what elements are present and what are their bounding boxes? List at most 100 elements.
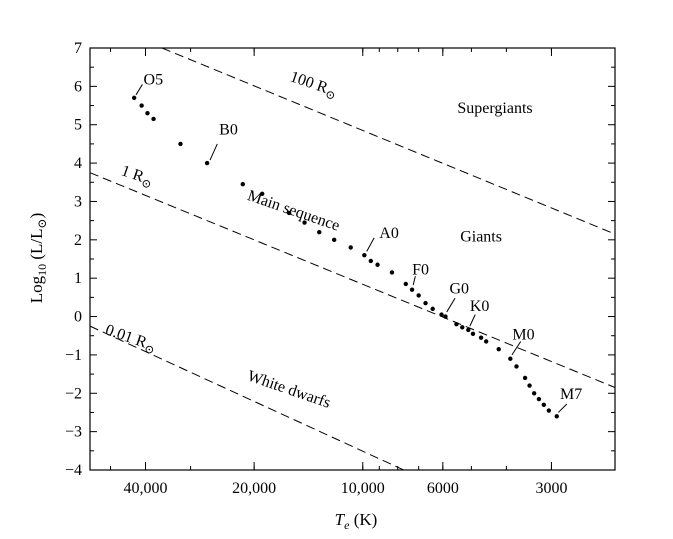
x-axis-title-unit: (K)	[349, 510, 377, 529]
radius-line-label: 1 R⊙	[118, 162, 155, 192]
annotation-leader	[511, 341, 522, 356]
y-axis-title-subscript: 10	[35, 264, 49, 276]
x-tick-label: 40,000	[124, 480, 168, 497]
star-point	[368, 258, 374, 264]
y-axis-title: Log10 (L/L⊙)	[27, 213, 49, 304]
star-point	[317, 229, 322, 235]
spectral-class-label: A0	[379, 225, 399, 242]
sequence-label: White dwarfs	[245, 368, 332, 412]
annotation-leader	[209, 143, 218, 161]
spectral-class-label: M7	[560, 386, 582, 403]
region-label: Supergiants	[457, 100, 532, 117]
x-axis-title: Te (K)	[335, 510, 378, 532]
star-point	[443, 314, 448, 319]
star-point	[478, 335, 484, 340]
star-point	[302, 220, 307, 225]
spectral-class-label: O5	[144, 71, 164, 88]
y-axis: 7 6 5 4 3 2 1 0 −1 −2 −3 −4	[65, 40, 615, 479]
star-point	[546, 408, 552, 413]
radius-line	[161, 47, 616, 235]
plot-frame	[89, 47, 616, 471]
plot-area: 100 R⊙1 R⊙0.01 R⊙O5B0A0F0G0K0M0M7Supergi…	[89, 47, 616, 471]
star-point	[403, 281, 408, 287]
radius-line-label-text: 1 R	[119, 162, 146, 186]
star-point	[178, 141, 183, 147]
star-point	[240, 181, 246, 187]
star-point	[204, 160, 210, 166]
x-axis-title-symbol: T	[335, 510, 346, 529]
star-point	[131, 95, 137, 101]
star-point	[286, 210, 292, 216]
annotation-leader	[558, 403, 568, 413]
star-point	[541, 402, 547, 407]
star-point	[454, 322, 459, 327]
star-point	[139, 103, 144, 108]
radius-line	[89, 172, 616, 388]
y-axis-title-sun-symbol: ⊙	[35, 218, 49, 228]
y-tick-label: 5	[74, 117, 82, 134]
star-point	[460, 325, 465, 330]
region-label: Giants	[460, 229, 502, 246]
x-tick-label: 3000	[535, 480, 567, 497]
star-point	[430, 306, 435, 312]
sequence-label: Main sequence	[245, 187, 342, 234]
star-point	[416, 293, 421, 298]
radius-line-sun-symbol: ⊙	[142, 341, 156, 358]
star-point	[536, 396, 542, 402]
y-tick-label: 1	[74, 270, 82, 287]
y-axis-title-close: )	[27, 213, 46, 219]
y-tick-label: 2	[74, 232, 82, 249]
star-point	[423, 300, 428, 306]
star-point	[389, 270, 395, 275]
x-tick-label: 20,000	[232, 480, 276, 497]
spectral-class-label: G0	[449, 281, 469, 298]
radius-line-sun-symbol: ⊙	[323, 87, 337, 104]
star-point	[375, 262, 380, 267]
star-point	[470, 331, 476, 337]
y-tick-label: 3	[74, 193, 82, 210]
y-tick-label: −3	[65, 424, 82, 441]
radius-line-label: 100 R⊙	[287, 68, 340, 103]
annotation-leader	[412, 276, 416, 286]
star-point	[522, 375, 528, 381]
star-point	[531, 391, 537, 396]
radius-line-sun-symbol: ⊙	[139, 175, 153, 192]
star-point	[439, 312, 444, 317]
annotation-leader	[135, 84, 143, 96]
x-tick-label: 6000	[427, 480, 459, 497]
star-point	[496, 346, 501, 352]
star-point	[259, 191, 265, 196]
spectral-class-label: F0	[412, 261, 429, 278]
star-point	[466, 327, 471, 333]
y-axis-title-unit: (L/L	[27, 228, 46, 263]
star-point	[362, 252, 367, 258]
y-tick-label: 6	[74, 78, 82, 95]
star-point	[145, 111, 150, 116]
star-point	[483, 339, 489, 344]
star-point	[514, 364, 519, 369]
spectral-class-label: B0	[219, 121, 238, 138]
x-axis: 40,000 20,000 10,000 6000 3000	[110, 48, 616, 497]
y-axis-title-main: Log	[27, 275, 46, 303]
radius-line-label-text: 100 R	[288, 68, 330, 97]
radius-line-label: 0.01 R⊙	[102, 322, 158, 358]
star-point	[409, 287, 415, 292]
star-point	[527, 383, 532, 388]
radius-line	[89, 325, 404, 471]
radius-line-label-text: 0.01 R	[103, 322, 149, 352]
y-tick-label: 7	[74, 40, 82, 57]
star-point	[348, 245, 353, 250]
y-tick-label: −1	[65, 347, 82, 364]
star-point	[331, 237, 337, 243]
x-axis-title-subscript: e	[344, 518, 350, 532]
y-tick-label: −4	[65, 462, 82, 479]
y-tick-label: −2	[65, 385, 82, 402]
spectral-class-label: K0	[470, 298, 490, 315]
star-point	[554, 414, 559, 419]
annotation-leader	[469, 314, 476, 327]
x-tick-label: 10,000	[341, 480, 385, 497]
annotation-leader	[446, 297, 456, 313]
star-point	[151, 116, 156, 122]
star-point	[508, 356, 513, 361]
